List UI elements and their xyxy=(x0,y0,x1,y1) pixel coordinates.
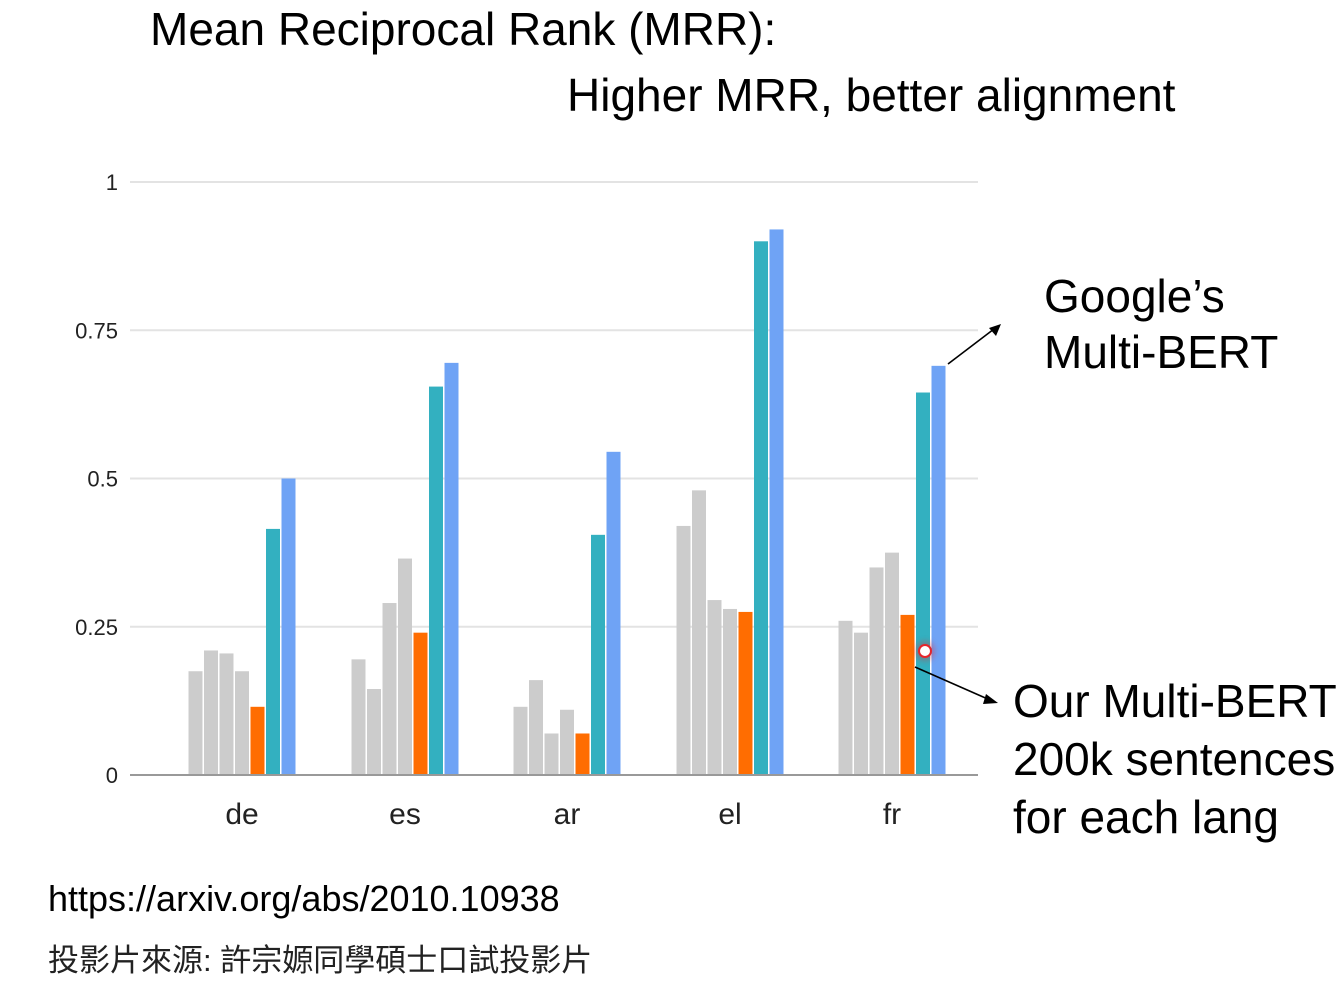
bar-de-3 xyxy=(219,653,234,775)
bar-de-2 xyxy=(204,650,218,775)
bar-es-1 xyxy=(351,659,366,775)
gridlines xyxy=(130,181,978,628)
annotation-line: Our Multi-BERT xyxy=(1013,675,1337,727)
arrow-ours xyxy=(914,666,998,704)
x-tick-label: es xyxy=(389,798,421,831)
bar-ar-3 xyxy=(544,733,559,775)
bar-es-3 xyxy=(382,603,397,775)
arrow-google xyxy=(947,324,1001,365)
bar-el-2 xyxy=(692,490,706,775)
bar-es-4 xyxy=(398,558,412,775)
bar-de-4 xyxy=(235,671,249,775)
bar-ar-2 xyxy=(529,680,543,775)
y-tick-label: 0.75 xyxy=(75,318,118,343)
y-tick-label: 0.5 xyxy=(87,467,118,492)
bar-de-1 xyxy=(188,671,203,775)
x-tick-label: el xyxy=(718,798,741,831)
source-url[interactable]: https://arxiv.org/abs/2010.10938 xyxy=(48,878,560,919)
bar-el-3 xyxy=(707,600,722,775)
annotation-line: 200k sentences xyxy=(1013,732,1336,785)
bar-de-6 xyxy=(266,528,280,775)
bar-es-5 xyxy=(413,632,428,775)
bar-fr-2 xyxy=(854,632,868,775)
annotation-line: for each lang xyxy=(1013,790,1279,843)
y-tick-label: 1 xyxy=(106,170,118,195)
google-multibert-annotation: Google’s Multi-BERT xyxy=(1044,268,1278,380)
bar-fr-4 xyxy=(885,552,899,775)
bar-es-2 xyxy=(367,689,381,775)
y-tick-label: 0.25 xyxy=(75,615,118,640)
bar-es-6 xyxy=(429,386,443,775)
chart-subtitle: Higher MRR, better alignment xyxy=(567,69,1176,121)
bar-fr-5 xyxy=(900,614,915,775)
x-tick-label: fr xyxy=(883,798,901,831)
bar-el-7 xyxy=(769,229,784,775)
x-tick-label: ar xyxy=(554,798,581,831)
bar-ar-1 xyxy=(513,706,528,775)
bar-de-7 xyxy=(281,478,296,775)
bar-el-6 xyxy=(754,241,768,776)
annotation-line: Google’s xyxy=(1044,270,1225,322)
bars xyxy=(188,229,946,776)
bar-ar-5 xyxy=(575,733,590,775)
bar-fr-3 xyxy=(869,567,884,775)
bar-ar-7 xyxy=(606,451,621,775)
bar-el-5 xyxy=(738,611,753,775)
axes: 0 0.25 0.5 0.75 1 de es ar el fr xyxy=(75,170,978,831)
slide-source-note: 投影片來源: 許宗嫄同學碩士口試投影片 xyxy=(48,943,593,978)
bar-fr-7 xyxy=(931,365,946,775)
annotation-line: Multi-BERT xyxy=(1044,326,1279,379)
our-multibert-annotation: Our Multi-BERT 200k sentences for each l… xyxy=(1013,673,1337,847)
bar-ar-6 xyxy=(591,534,605,775)
bar-fr-1 xyxy=(838,620,853,775)
x-tick-label: de xyxy=(225,798,258,831)
bar-el-4 xyxy=(723,608,737,775)
pointer-cursor-icon xyxy=(918,644,932,658)
bar-de-5 xyxy=(250,706,265,775)
bar-el-1 xyxy=(676,525,691,775)
bar-es-7 xyxy=(444,362,459,775)
bar-fr-6 xyxy=(916,392,930,775)
bar-ar-4 xyxy=(560,709,574,775)
y-tick-label: 0 xyxy=(106,763,118,788)
chart-title: Mean Reciprocal Rank (MRR): xyxy=(150,3,777,55)
